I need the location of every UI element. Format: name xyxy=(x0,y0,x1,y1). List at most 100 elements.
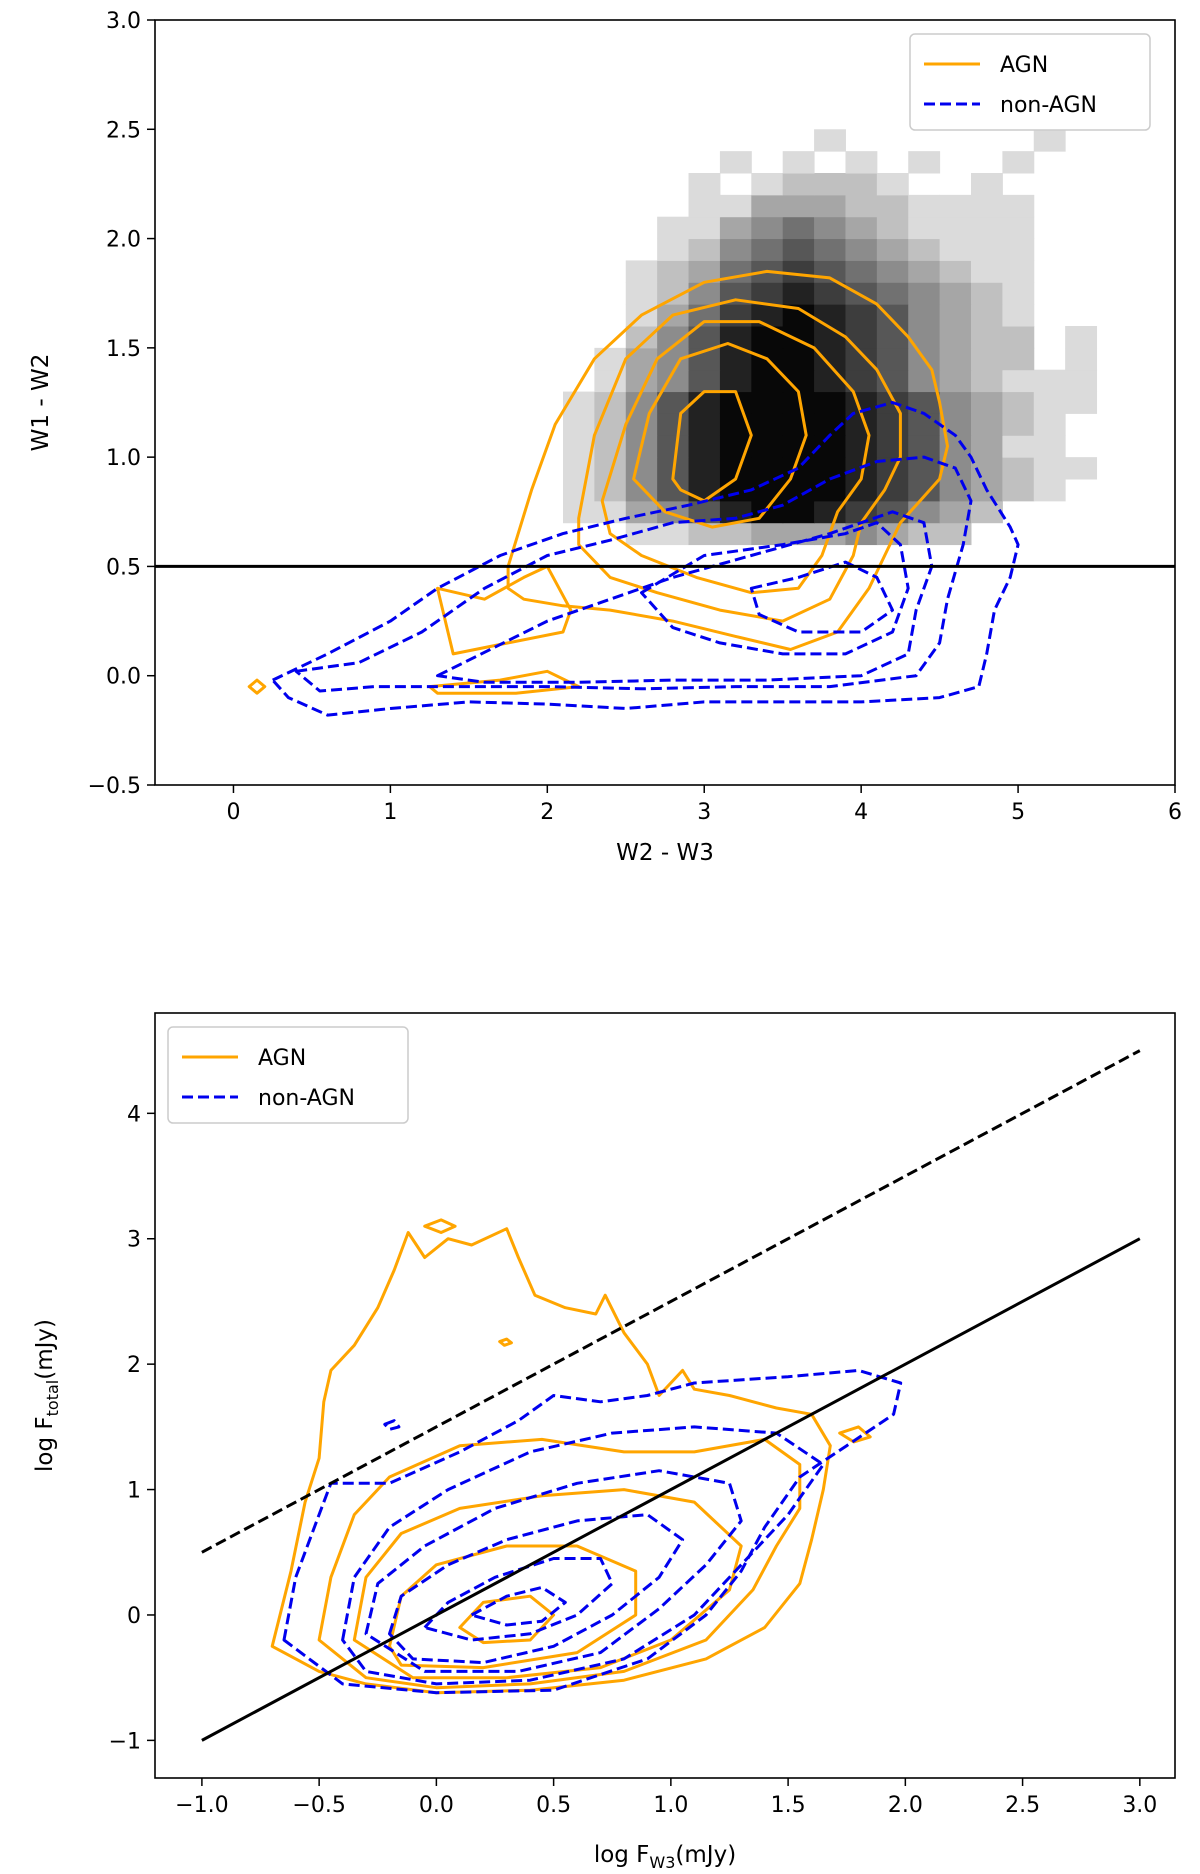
heatmap-cell xyxy=(971,238,1003,261)
x-tick-label: 1.0 xyxy=(653,1793,688,1818)
heatmap-cell xyxy=(814,238,846,261)
agn-contours xyxy=(270,1218,872,1695)
heatmap-cell xyxy=(939,238,972,261)
x-tick-label: 2.0 xyxy=(888,1793,923,1818)
heatmap-cell xyxy=(719,216,752,240)
heatmap-cell xyxy=(814,500,846,524)
heatmap-cell xyxy=(751,238,784,261)
heatmap-cell xyxy=(1002,457,1035,480)
x-tick-label: 3.0 xyxy=(1122,1793,1157,1818)
plot-area xyxy=(201,1049,1141,1742)
heatmap-cell xyxy=(1002,304,1035,327)
y-tick-label: 0.0 xyxy=(106,665,141,690)
heatmap-cell xyxy=(939,500,972,524)
heatmap-cell xyxy=(1033,457,1066,480)
legend-label-agn: AGN xyxy=(258,1046,306,1071)
heatmap-cell xyxy=(688,282,721,305)
agn-contour xyxy=(632,342,808,529)
heatmap-cell xyxy=(971,391,1003,414)
heatmap-cell xyxy=(688,194,721,218)
heatmap-cell xyxy=(625,260,658,283)
heatmap-cell xyxy=(782,435,815,458)
heatmap-cell xyxy=(719,347,752,371)
heatmap-cell xyxy=(688,260,721,283)
heatmap-cell xyxy=(1033,391,1066,414)
heatmap-cell xyxy=(688,216,721,240)
legend-frame xyxy=(909,33,1151,131)
heatmap-cell xyxy=(751,369,784,393)
heatmap-cell xyxy=(751,304,784,327)
heatmap-cell xyxy=(814,194,846,218)
heatmap-cell xyxy=(1033,129,1066,152)
x-axis-label-subscript: W3 xyxy=(649,1853,675,1872)
heatmap-cell xyxy=(657,500,690,524)
heatmap-cell xyxy=(939,304,972,327)
non-agn-contours xyxy=(282,1368,903,1695)
heatmap-cell xyxy=(719,194,752,218)
heatmap-cell xyxy=(657,479,690,502)
solid-reference-line xyxy=(201,1237,1141,1742)
heatmap-cell xyxy=(563,435,595,458)
non-agn-contour xyxy=(294,455,973,693)
heatmap-cell xyxy=(939,522,972,546)
heatmap-cell xyxy=(751,194,784,218)
heatmap-cell xyxy=(876,304,909,327)
x-axis-label: log FW3(mJy) xyxy=(594,1842,736,1872)
y-tick-label: 3 xyxy=(127,1228,141,1253)
heatmap-cell xyxy=(845,304,878,327)
heatmap-cell xyxy=(719,413,752,436)
heatmap-cell xyxy=(1002,216,1035,240)
heatmap-cell xyxy=(1065,347,1098,371)
heatmap-cell xyxy=(876,282,909,305)
heatmap-cell xyxy=(908,151,941,174)
heatmap-cell xyxy=(876,479,909,502)
heatmap-cell xyxy=(657,238,690,261)
heatmap-cell xyxy=(719,238,752,261)
heatmap-cell xyxy=(1065,457,1098,480)
agn-contour xyxy=(498,1337,513,1347)
heatmap-cell xyxy=(876,457,909,480)
heatmap-cell xyxy=(719,391,752,414)
heatmap-cell xyxy=(939,326,972,349)
heatmap-cell xyxy=(814,304,846,327)
heatmap-cell xyxy=(814,435,846,458)
heatmap-cell xyxy=(625,326,658,349)
heatmap-cell xyxy=(751,391,784,414)
legend-frame xyxy=(167,1026,409,1124)
heatmap-cell xyxy=(657,522,690,546)
chart-color-color-diagram: W2 - W3 W1 - W2 0 1 2 3 4 5 6 −0.5 0.0 0.5 1.0 1.5 2… xyxy=(28,9,1182,866)
heatmap-cell xyxy=(719,457,752,480)
heatmap-cell xyxy=(814,391,846,414)
heatmap-cell xyxy=(845,216,878,240)
heatmap-cell xyxy=(845,369,878,393)
x-tick-label: 1 xyxy=(383,800,397,825)
heatmap-cell xyxy=(719,151,752,174)
heatmap-cell xyxy=(751,435,784,458)
heatmap-cell xyxy=(657,413,690,436)
heatmap-cell xyxy=(657,260,690,283)
non-agn-contour xyxy=(470,1585,567,1627)
heatmap-cell xyxy=(1002,479,1035,502)
heatmap-cell xyxy=(563,413,595,436)
heatmap-cell xyxy=(814,173,846,196)
heatmap-cell xyxy=(939,216,972,240)
heatmap-cell xyxy=(908,435,941,458)
heatmap-cell xyxy=(1065,326,1098,349)
non-agn-contour xyxy=(388,1513,685,1665)
heatmap-cell xyxy=(1065,391,1098,414)
y-tick-label: 2.0 xyxy=(106,228,141,253)
legend: AGN non-AGN xyxy=(909,33,1151,131)
heatmap-cell xyxy=(876,260,909,283)
heatmap-cell xyxy=(751,413,784,436)
heatmap-cell xyxy=(751,282,784,305)
heatmap-cell xyxy=(876,238,909,261)
y-tick-label: 2 xyxy=(127,1353,141,1378)
x-tick-label: 0.0 xyxy=(419,1793,454,1818)
y-tick-label: 1.0 xyxy=(106,446,141,471)
heatmap-cell xyxy=(782,194,815,218)
heatmap-cell xyxy=(657,435,690,458)
heatmap-cell xyxy=(688,500,721,524)
heatmap-cell xyxy=(625,457,658,480)
heatmap-cell xyxy=(751,173,784,196)
heatmap-cell xyxy=(782,391,815,414)
